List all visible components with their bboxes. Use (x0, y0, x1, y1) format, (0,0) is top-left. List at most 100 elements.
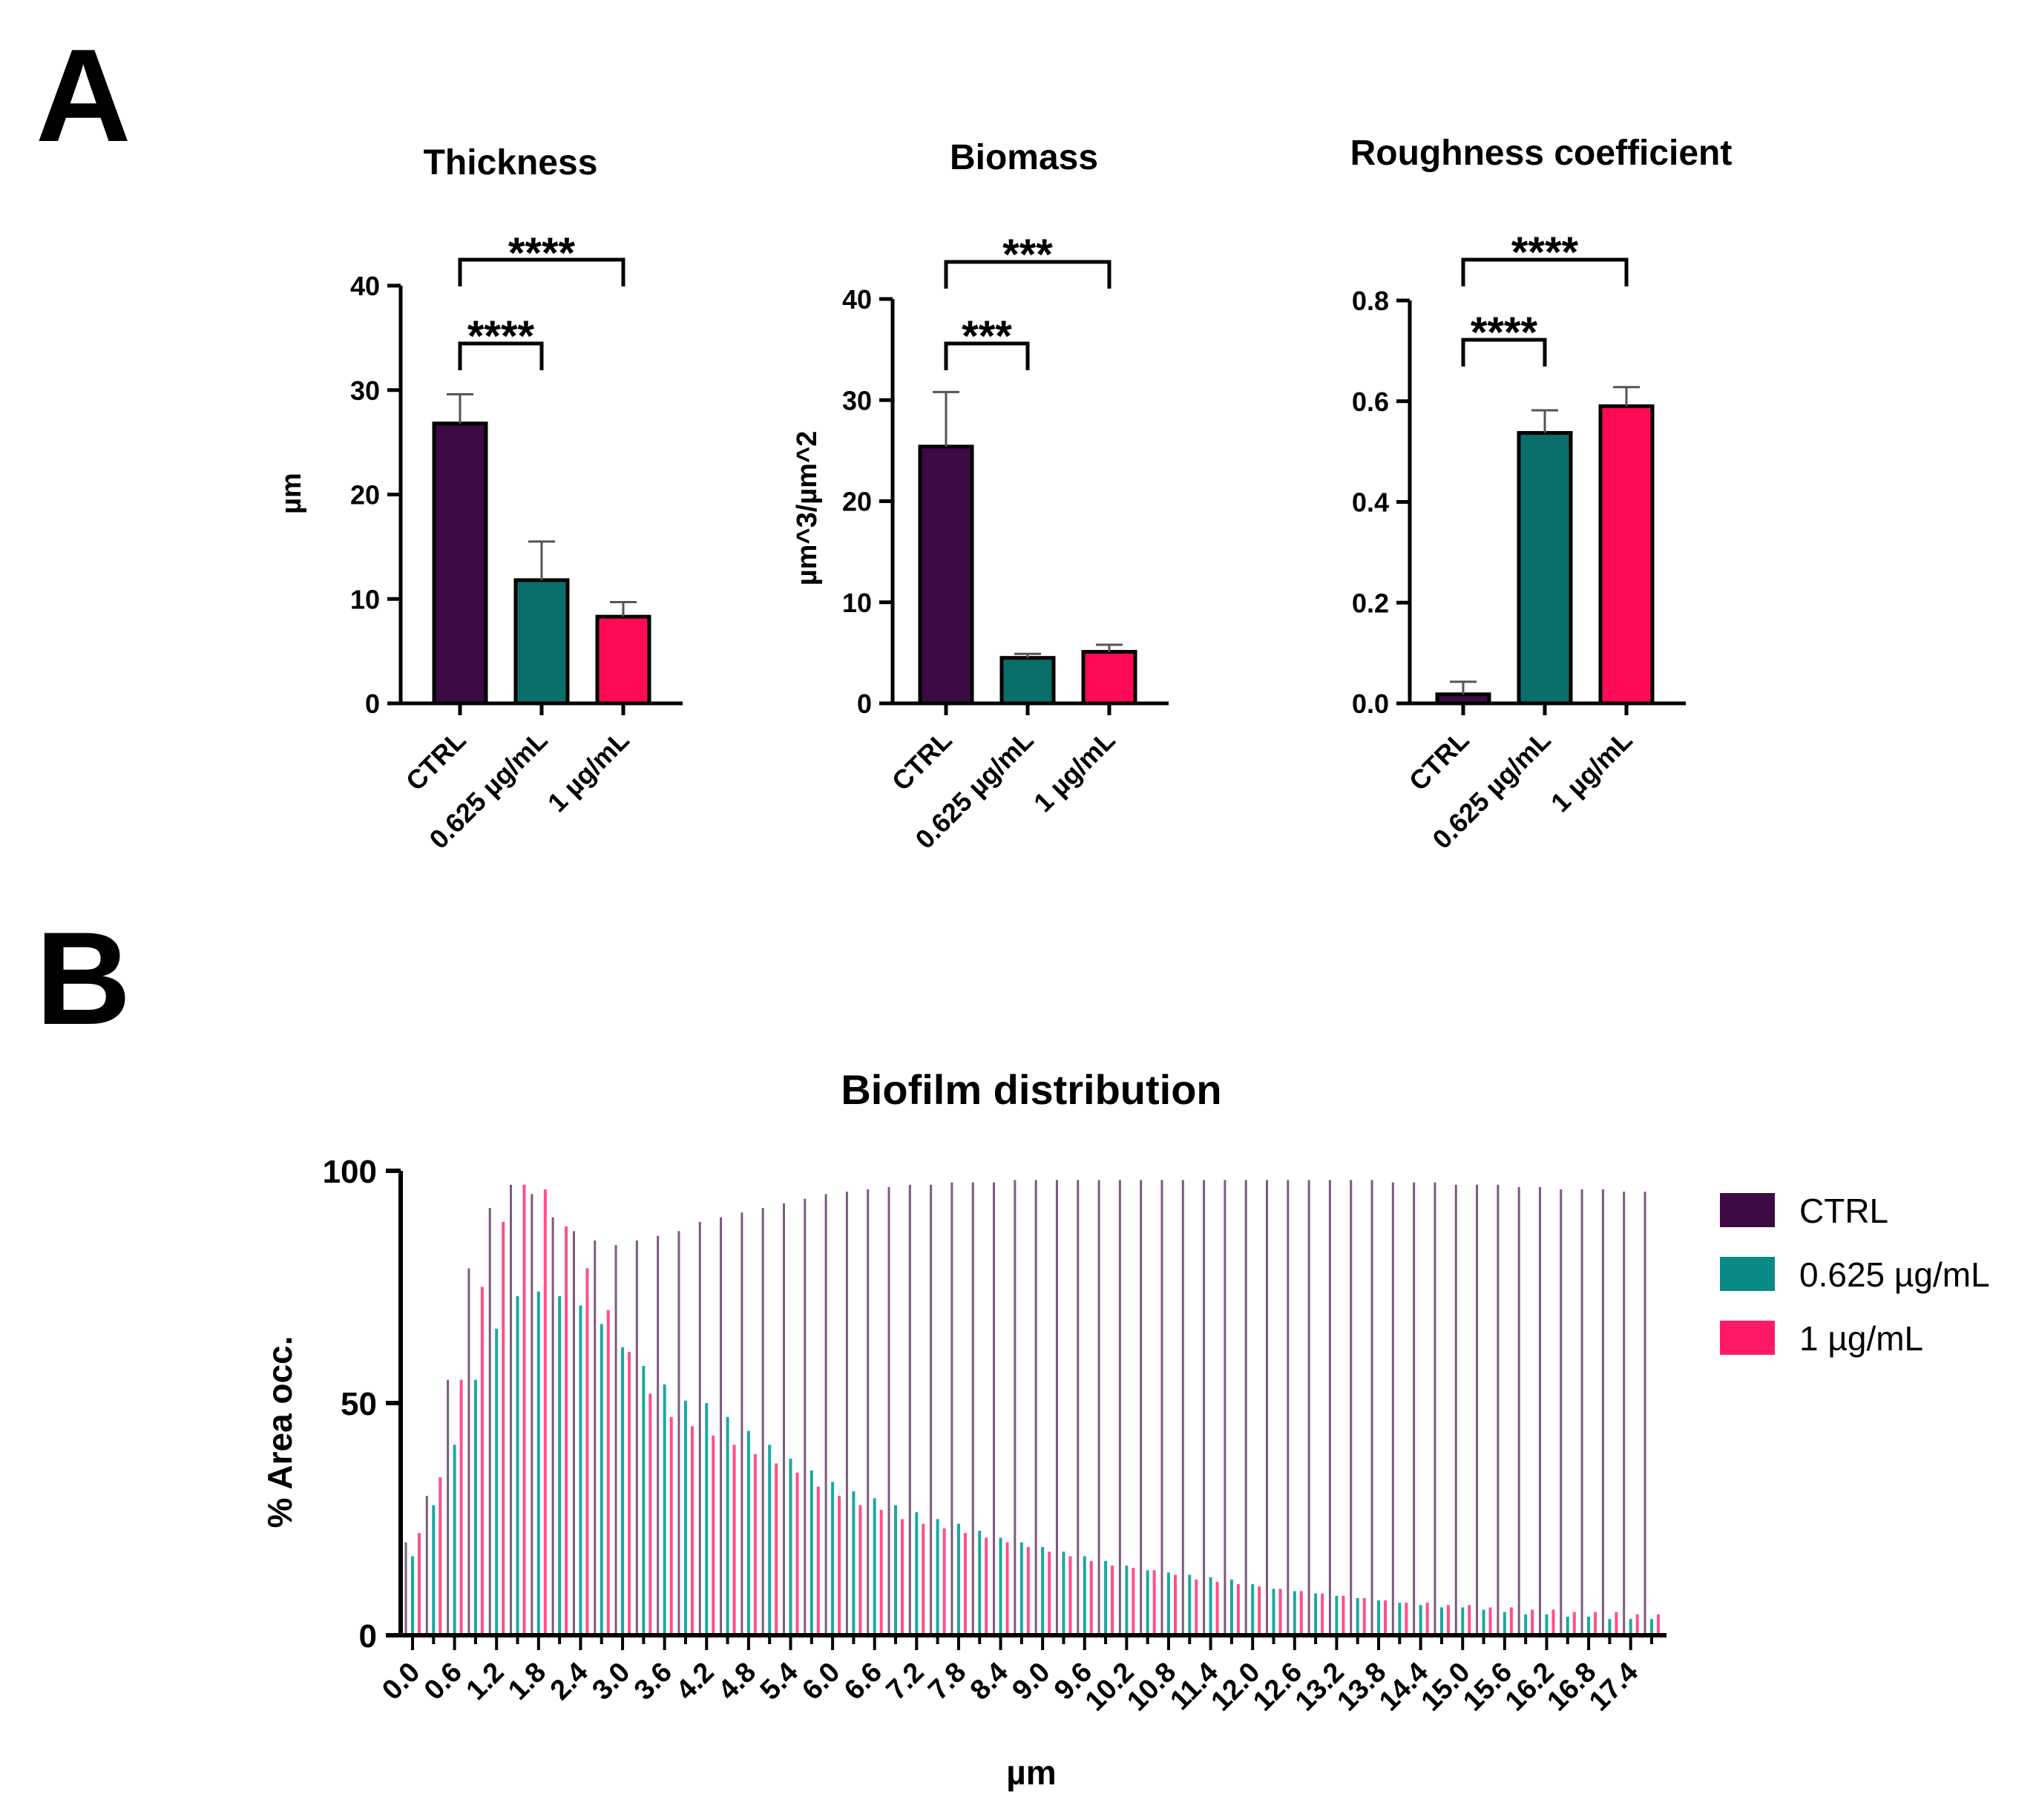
biomass-significance-stars-1: *** (1002, 231, 1053, 279)
distribution-bar-CTRL-28 (993, 1182, 996, 1635)
panel-label-a: A (36, 22, 131, 169)
distribution-bar-CTRL-46 (1370, 1180, 1373, 1635)
distribution-bar-CTRL-21 (845, 1192, 848, 1635)
roughness-y-tick-label: 0.6 (1352, 387, 1389, 417)
legend-swatch-1 (1720, 1321, 1775, 1355)
distribution-bar-1gmL-59 (1657, 1614, 1660, 1635)
roughness-significance-bracket-1 (1461, 257, 1629, 286)
distribution-bar-1gmL-22 (879, 1509, 883, 1635)
biomass-y-tick-label: 10 (842, 588, 872, 618)
legend-swatch-0625 (1720, 1257, 1775, 1291)
distribution-bar-1gmL-17 (775, 1463, 778, 1635)
distribution-bar-CTRL-4 (488, 1208, 491, 1635)
distribution-bar-1gmL-3 (480, 1287, 484, 1635)
distribution-bar-CTRL-8 (572, 1231, 575, 1635)
distribution-bar-1gmL-58 (1635, 1614, 1639, 1635)
distribution-bar-CTRL-33 (1097, 1180, 1100, 1635)
thickness-y-tick-label: 20 (350, 480, 380, 510)
distribution-bar-1gmL-6 (543, 1189, 547, 1635)
distribution-bar-CTRL-32 (1077, 1180, 1080, 1635)
distribution-bar-1gmL-52 (1509, 1607, 1513, 1635)
distribution-bar-1gmL-48 (1425, 1603, 1429, 1635)
distribution-bar-CTRL-18 (782, 1203, 785, 1635)
biomass-y-tick-label: 40 (842, 284, 872, 315)
biomass-y-axis-label: µm^3/µm^2 (792, 431, 823, 586)
distribution-bar-CTRL-9 (594, 1240, 597, 1635)
distribution-bar-CTRL-6 (531, 1194, 533, 1635)
distribution-bar-1gmL-50 (1468, 1605, 1471, 1635)
thickness-y-tick-label: 40 (350, 271, 380, 301)
distribution-y-tick-label: 0 (359, 1618, 377, 1655)
distribution-bar-0625gmL-21 (852, 1491, 856, 1635)
distribution-bar-0625gmL-13 (683, 1400, 687, 1635)
distribution-bar-1gmL-32 (1089, 1560, 1093, 1635)
thickness-y-tick-label: 0 (365, 689, 380, 719)
distribution-bar-1gmL-4 (502, 1221, 505, 1635)
distribution-bar-CTRL-10 (614, 1245, 617, 1635)
distribution-bar-0625gmL-51 (1482, 1609, 1485, 1635)
distribution-bar-0625gmL-28 (999, 1537, 1002, 1635)
distribution-bar-CTRL-57 (1601, 1189, 1604, 1635)
distribution-bar-0625gmL-36 (1166, 1572, 1170, 1635)
distribution-bar-CTRL-50 (1454, 1184, 1457, 1635)
distribution-bar-1gmL-37 (1195, 1579, 1198, 1635)
distribution-bar-0625gmL-40 (1251, 1584, 1255, 1635)
distribution-bar-CTRL-7 (551, 1217, 554, 1635)
distribution-bar-CTRL-23 (887, 1186, 890, 1635)
distribution-bar-1gmL-11 (648, 1393, 652, 1635)
distribution-bar-1gmL-57 (1615, 1612, 1618, 1635)
distribution-bar-CTRL-20 (824, 1194, 827, 1635)
distribution-y-tick-label: 50 (341, 1386, 377, 1422)
distribution-bar-0625gmL-9 (600, 1324, 603, 1635)
distribution-bar-0625gmL-53 (1524, 1614, 1528, 1635)
distribution-bar-0625gmL-50 (1461, 1607, 1465, 1635)
distribution-bar-1gmL-10 (628, 1352, 631, 1635)
distribution-bar-0625gmL-44 (1335, 1595, 1339, 1635)
legend-label-0625: 0.625 µg/mL (1799, 1255, 1990, 1294)
distribution-bar-1gmL-31 (1068, 1556, 1072, 1635)
distribution-bar-1gmL-7 (565, 1226, 568, 1635)
distribution-bar-1gmL-18 (795, 1472, 799, 1635)
distribution-bar-1gmL-45 (1362, 1597, 1366, 1635)
distribution-bar-CTRL-40 (1244, 1180, 1247, 1635)
roughness-y-tick-label: 0.0 (1352, 689, 1389, 719)
roughness-bar-0 (1435, 692, 1491, 706)
distribution-bar-1gmL-44 (1342, 1595, 1345, 1635)
distribution-bar-CTRL-14 (698, 1221, 701, 1635)
distribution-bar-0625gmL-56 (1587, 1616, 1591, 1635)
distribution-x-axis-label: µm (1006, 1753, 1056, 1792)
distribution-bar-CTRL-43 (1307, 1180, 1310, 1635)
distribution-bar-0625gmL-31 (1062, 1551, 1065, 1635)
biomass-significance-bracket-0 (944, 341, 1030, 370)
distribution-bar-1gmL-14 (712, 1435, 715, 1635)
distribution-bar-1gmL-26 (963, 1533, 967, 1635)
distribution-plot: 0501000.00.61.21.82.43.03.64.24.85.46.06… (323, 1154, 1666, 1718)
distribution-bar-CTRL-42 (1287, 1180, 1290, 1635)
distribution-bar-1gmL-8 (585, 1268, 589, 1635)
distribution-bar-CTRL-30 (1034, 1180, 1037, 1635)
distribution-bar-0625gmL-37 (1188, 1574, 1192, 1635)
distribution-bar-1gmL-15 (732, 1445, 736, 1635)
distribution-bar-0625gmL-34 (1125, 1566, 1129, 1635)
roughness-y-tick-label: 0.4 (1352, 487, 1389, 518)
distribution-bar-CTRL-39 (1224, 1180, 1226, 1635)
distribution-bar-1gmL-40 (1258, 1586, 1261, 1635)
biomass-significance-bracket-1 (944, 260, 1111, 289)
distribution-bar-1gmL-27 (985, 1537, 988, 1635)
distribution-bar-CTRL-48 (1413, 1182, 1416, 1635)
distribution-bar-CTRL-51 (1476, 1184, 1479, 1635)
distribution-bar-1gmL-1 (439, 1477, 442, 1635)
distribution-bar-0625gmL-11 (642, 1365, 646, 1635)
distribution-bar-CTRL-38 (1203, 1180, 1206, 1635)
distribution-bar-CTRL-59 (1643, 1192, 1646, 1635)
distribution-bar-CTRL-31 (1055, 1180, 1058, 1635)
distribution-bar-0625gmL-27 (978, 1531, 982, 1635)
distribution-bar-CTRL-36 (1160, 1180, 1163, 1635)
distribution-bar-0625gmL-46 (1377, 1600, 1381, 1635)
distribution-bar-CTRL-54 (1538, 1186, 1541, 1635)
distribution-bar-1gmL-56 (1594, 1612, 1597, 1635)
distribution-bar-0625gmL-19 (810, 1470, 813, 1635)
thickness-bar-1 (513, 578, 570, 706)
distribution-bar-0625gmL-16 (746, 1430, 750, 1635)
distribution-bar-CTRL-3 (467, 1268, 470, 1635)
